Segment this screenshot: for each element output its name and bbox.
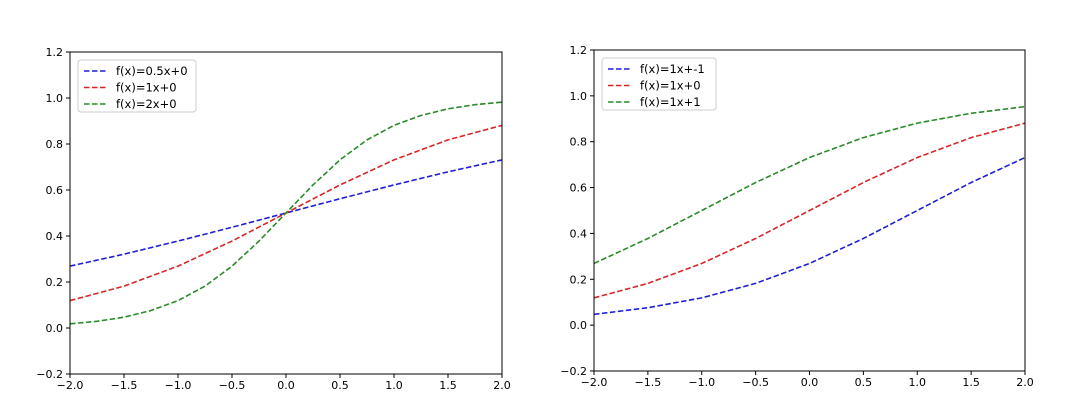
x-tick-label: −0.5 xyxy=(742,376,769,389)
legend-label-1: f(x)=1x+-1 xyxy=(640,62,705,76)
x-tick-label: 2.0 xyxy=(493,379,511,392)
x-tick-label: 1.5 xyxy=(962,376,980,389)
y-tick-label: 1.0 xyxy=(570,90,588,103)
legend-label-1: f(x)=0.5x+0 xyxy=(116,64,188,78)
x-tick-label: 2.0 xyxy=(1016,376,1034,389)
y-tick-label: 0.4 xyxy=(570,227,588,240)
y-tick-label: 0.6 xyxy=(46,184,64,197)
x-tick-label: −1.5 xyxy=(111,379,138,392)
legend-box xyxy=(601,57,717,111)
series-line-3 xyxy=(70,101,502,325)
legend-box xyxy=(77,59,197,113)
x-tick-label: −2.0 xyxy=(581,376,608,389)
y-tick-label: 0.8 xyxy=(570,136,588,149)
legend-label-2: f(x)=1x+0 xyxy=(116,81,177,95)
series-group xyxy=(70,101,502,325)
series-line-2 xyxy=(594,122,1025,299)
x-tick-label: −2.0 xyxy=(57,379,84,392)
x-tick-label: 1.0 xyxy=(909,376,927,389)
x-tick-label: 0.0 xyxy=(277,379,295,392)
y-tick-label: −0.2 xyxy=(36,368,63,381)
y-tick-label: 0.0 xyxy=(570,319,588,332)
legend-label-2: f(x)=1x+0 xyxy=(640,79,701,93)
y-tick-label: 0.6 xyxy=(570,182,588,195)
right-chart: −2.0 −1.5 −1.0 −0.5 0.0 0.5 1.0 1.5 2.0 −0.2 0.0 0.… xyxy=(560,44,1033,389)
y-tick-label: −0.2 xyxy=(560,365,587,378)
series-line-1 xyxy=(594,156,1025,316)
y-tick-label: 1.2 xyxy=(46,46,64,59)
series-line-3 xyxy=(594,105,1025,265)
legend-label-3: f(x)=1x+1 xyxy=(640,95,701,109)
x-tick-label: 0.5 xyxy=(855,376,873,389)
legend-label-3: f(x)=2x+0 xyxy=(116,97,177,111)
y-tick-label: 1.2 xyxy=(570,44,588,57)
y-tick-label: 0.2 xyxy=(46,276,64,289)
x-tick-label: 0.5 xyxy=(331,379,349,392)
x-tick-label: −1.0 xyxy=(165,379,192,392)
x-tick-label: −1.5 xyxy=(635,376,662,389)
y-tick-label: 1.0 xyxy=(46,92,64,105)
y-tick-label: 0.4 xyxy=(46,230,64,243)
left-chart: −2.0 −1.5 −1.0 −0.5 0.0 0.5 1.0 1.5 2.0 −0.2 0.0 0.… xyxy=(36,46,510,392)
x-tick-label: 0.0 xyxy=(801,376,819,389)
series-group xyxy=(594,105,1025,316)
x-tick-label: −0.5 xyxy=(219,379,246,392)
y-tick-label: 0.0 xyxy=(46,322,64,335)
x-tick-label: 1.0 xyxy=(385,379,403,392)
series-line-1 xyxy=(70,159,502,267)
x-tick-label: 1.5 xyxy=(439,379,457,392)
x-tick-label: −1.0 xyxy=(688,376,715,389)
y-tick-label: 0.8 xyxy=(46,138,64,151)
y-tick-label: 0.2 xyxy=(570,273,588,286)
